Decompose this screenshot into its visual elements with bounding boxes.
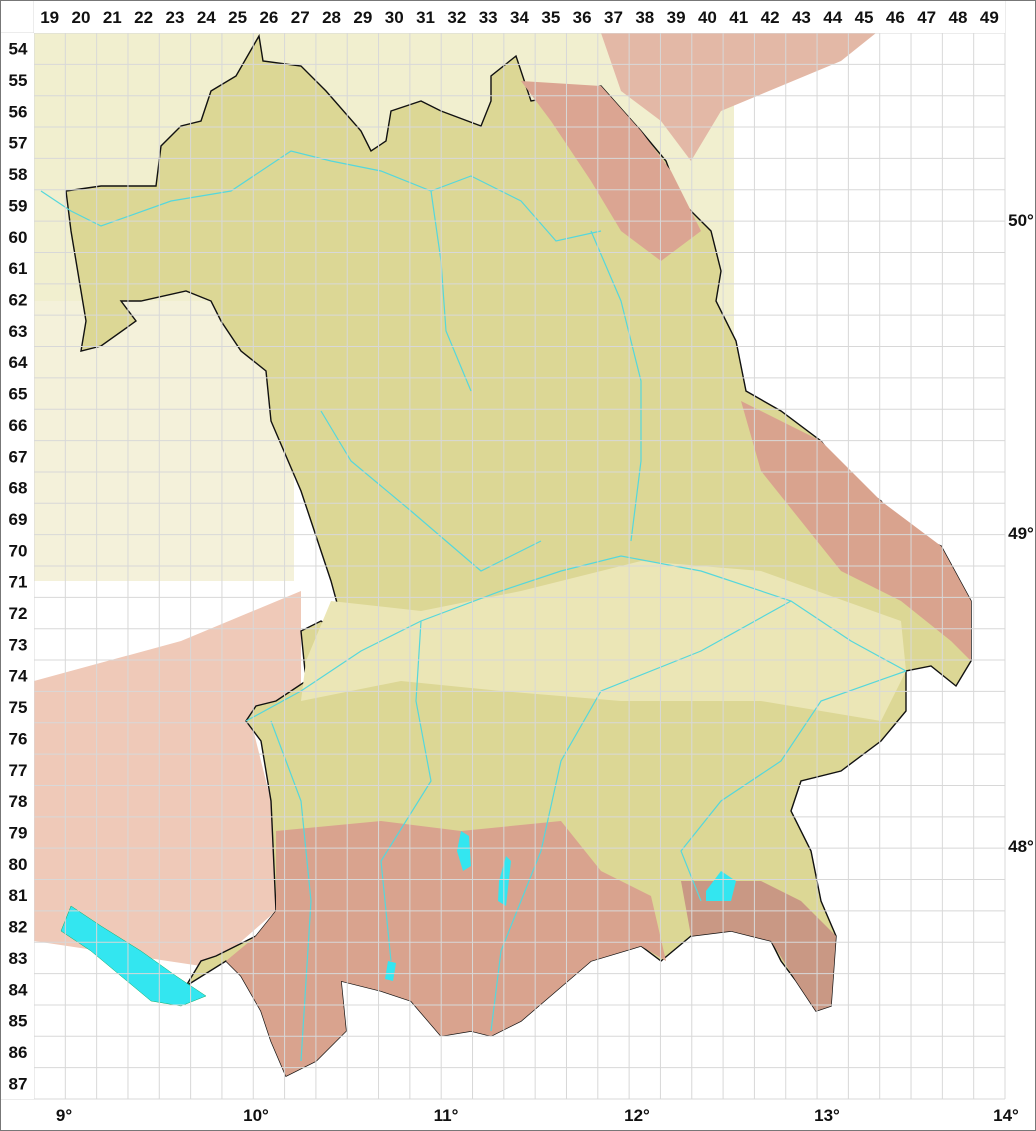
grid-row-label: 64: [9, 353, 28, 372]
grid-row-label: 87: [9, 1074, 28, 1093]
grid-column-label: 39: [667, 8, 686, 27]
grid-column-label: 37: [604, 8, 623, 27]
grid-column-label: 28: [322, 8, 341, 27]
grid-row-label: 66: [9, 416, 28, 435]
latitude-label: 48°: [1008, 837, 1034, 856]
grid-row-label: 85: [9, 1012, 28, 1031]
grid-column-label: 19: [40, 8, 59, 27]
berchtesgaden-mountains: [681, 881, 836, 1011]
river-isar: [490, 600, 792, 1032]
outside-region-southwest: [34, 591, 301, 966]
grid-row-label: 67: [9, 447, 28, 466]
grid-column-label: 34: [510, 8, 529, 27]
grid-column-label: 42: [761, 8, 780, 27]
grid-column-label: 43: [792, 8, 811, 27]
alpine-foothills-mountains: [226, 821, 666, 1076]
lake-starnberg: [498, 856, 511, 906]
grid-column-label: 21: [103, 8, 122, 27]
grid-row-label: 81: [9, 886, 28, 905]
river-lech: [380, 620, 432, 962]
grid-row-label: 82: [9, 918, 28, 937]
grid-column-label: 36: [573, 8, 592, 27]
row-header-strip: [1, 33, 34, 1099]
grid-row-label: 74: [9, 667, 28, 686]
grid-row-label: 84: [9, 980, 28, 999]
grid-column-label: 38: [635, 8, 654, 27]
grid-column-label: 29: [353, 8, 372, 27]
grid-column-label: 33: [479, 8, 498, 27]
longitude-label: 12°: [624, 1106, 650, 1125]
grid-column-label: 20: [72, 8, 91, 27]
grid-column-label: 47: [917, 8, 936, 27]
grid-column-label: 46: [886, 8, 905, 27]
grid-column-label: 26: [259, 8, 278, 27]
grid-column-label: 41: [729, 8, 748, 27]
grid-row-label: 65: [9, 385, 28, 404]
longitude-label: 10°: [243, 1106, 269, 1125]
grid-row-label: 71: [9, 573, 28, 592]
grid-column-label: 27: [291, 8, 310, 27]
river-regnitz: [430, 190, 472, 392]
grid-column-label: 25: [228, 8, 247, 27]
river-naab: [590, 230, 642, 542]
grid-row-label: 83: [9, 949, 28, 968]
grid-row-label: 76: [9, 729, 28, 748]
grid-row-label: 68: [9, 479, 28, 498]
lake-forggensee: [385, 961, 396, 981]
column-header-strip: [34, 1, 1005, 33]
grid-column-label: 49: [980, 8, 999, 27]
grid-row-label: 61: [9, 259, 28, 278]
grid-row-label: 70: [9, 541, 28, 560]
grid-row-label: 72: [9, 604, 28, 623]
rivers: [40, 150, 907, 1062]
river-inn: [680, 670, 907, 902]
river-main: [40, 150, 602, 242]
grid-row-label: 86: [9, 1043, 28, 1062]
grid-column-label: 44: [823, 8, 842, 27]
grid-row-label: 60: [9, 228, 28, 247]
grid-column-label: 40: [698, 8, 717, 27]
grid-column-label: 23: [165, 8, 184, 27]
river-iller: [270, 720, 312, 1062]
grid-row-label: 75: [9, 698, 28, 717]
grid-row-label: 55: [9, 71, 28, 90]
longitude-label: 9°: [56, 1106, 72, 1125]
grid-row-label: 73: [9, 635, 28, 654]
grid-column-label: 30: [385, 8, 404, 27]
grid-lines: [1, 1, 1006, 1100]
grid-row-label: 62: [9, 291, 28, 310]
grid-column-label: 24: [197, 8, 216, 27]
latitude-label: 50°: [1008, 211, 1034, 230]
grid-column-label: 35: [541, 8, 560, 27]
outside-region-northeast-hills: [601, 33, 876, 161]
grid-row-label: 63: [9, 322, 28, 341]
grid-row-label: 69: [9, 510, 28, 529]
grid-row-label: 57: [9, 134, 28, 153]
longitude-label: 11°: [434, 1106, 459, 1125]
grid-row-label: 79: [9, 824, 28, 843]
river-altmuehl: [320, 410, 542, 572]
lake-chiemsee: [706, 871, 736, 901]
grid-column-label: 31: [416, 8, 435, 27]
lake-ammersee: [457, 831, 471, 871]
bavarian-forest-mountains: [741, 401, 971, 661]
grid-column-label: 22: [134, 8, 153, 27]
longitude-label: 14°: [993, 1106, 1019, 1125]
grid-row-label: 59: [9, 196, 28, 215]
grid-row-label: 77: [9, 761, 28, 780]
grid-row-label: 56: [9, 102, 28, 121]
grid-row-label: 58: [9, 165, 28, 184]
latitude-label: 49°: [1008, 524, 1034, 543]
grid-row-label: 78: [9, 792, 28, 811]
grid-column-label: 45: [855, 8, 874, 27]
grid-row-label: 80: [9, 855, 28, 874]
grid-column-label: 48: [949, 8, 968, 27]
grid-row-label: 54: [9, 40, 28, 59]
longitude-label: 13°: [814, 1106, 840, 1125]
river-danube: [245, 555, 907, 722]
grid-column-label: 32: [447, 8, 466, 27]
